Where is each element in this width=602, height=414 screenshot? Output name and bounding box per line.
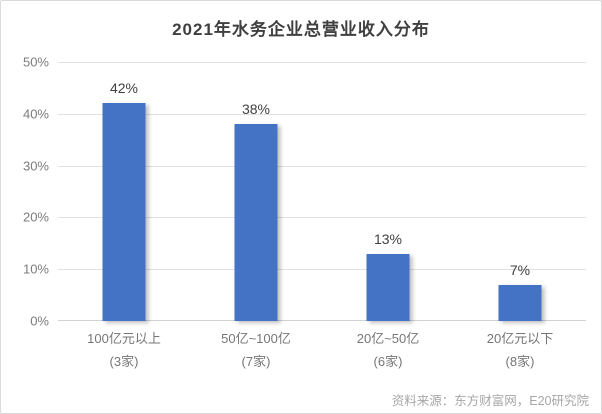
gridline-20 — [58, 217, 586, 219]
category-name: 50亿~100亿 — [221, 331, 291, 346]
bar-value-label: 42% — [109, 80, 139, 97]
x-axis: 100亿元以上 (3家) 50亿~100亿 (7家) 20亿~50亿 (6家) 20亿元以下… — [58, 331, 586, 370]
category-label: 20亿元以下 (8家) — [454, 331, 586, 370]
y-tick-label: 0% — [30, 313, 49, 329]
gridline-10 — [58, 269, 586, 271]
y-tick-label: 30% — [22, 158, 49, 174]
bar-slot: 42% — [58, 62, 190, 321]
category-count: (8家) — [505, 354, 535, 369]
y-tick-label: 10% — [22, 261, 49, 277]
category-count: (3家) — [109, 354, 139, 369]
gridline-0 — [58, 320, 586, 321]
category-name: 20亿~50亿 — [356, 331, 420, 346]
category-label: 50亿~100亿 (7家) — [190, 331, 322, 370]
bar-slot: 13% — [322, 62, 454, 321]
y-tick-label: 20% — [22, 209, 49, 225]
category-name: 20亿元以下 — [486, 331, 554, 346]
y-tick-label: 50% — [22, 54, 49, 70]
gridline-40 — [58, 113, 586, 115]
category-label: 100亿元以上 (3家) — [58, 331, 190, 370]
category-count: (6家) — [373, 354, 403, 369]
chart-title: 2021年水务企业总营业收入分布 — [172, 20, 430, 39]
gridline-50 — [58, 62, 586, 63]
bar-slot: 7% — [454, 62, 586, 321]
gridline-30 — [58, 165, 586, 167]
y-tick-label: 40% — [22, 106, 49, 122]
category-label: 20亿~50亿 (6家) — [322, 331, 454, 370]
source-note: 资料来源：东方财富网，E20研究院 — [391, 394, 589, 408]
bar-value-label: 13% — [373, 230, 403, 247]
bar-slot: 38% — [190, 62, 322, 321]
y-axis: 0% 10% 20% 30% 40% 50% — [1, 55, 49, 329]
category-name: 100亿元以上 — [87, 331, 161, 346]
plot-area: 42% 38% 13% 7% — [58, 62, 586, 321]
bar — [102, 103, 146, 321]
bar — [498, 284, 542, 321]
bar — [366, 253, 410, 321]
category-count: (7家) — [241, 354, 271, 369]
bar — [234, 124, 278, 321]
bar-value-label: 7% — [509, 261, 531, 278]
bar-value-label: 38% — [241, 101, 271, 118]
